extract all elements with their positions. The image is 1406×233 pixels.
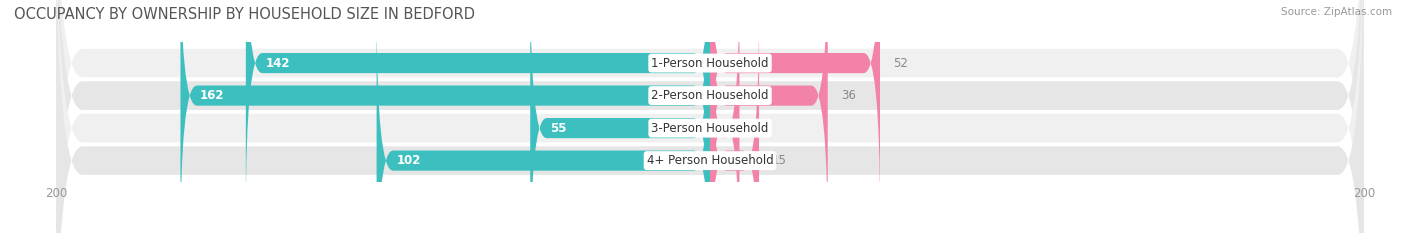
Text: 15: 15 [772,154,787,167]
FancyBboxPatch shape [56,0,1364,233]
Text: Source: ZipAtlas.com: Source: ZipAtlas.com [1281,7,1392,17]
FancyBboxPatch shape [710,8,759,233]
FancyBboxPatch shape [180,0,710,233]
Text: 1-Person Household: 1-Person Household [651,57,769,70]
FancyBboxPatch shape [56,0,1364,233]
Text: 55: 55 [550,122,567,135]
Text: 142: 142 [266,57,290,70]
Text: 3-Person Household: 3-Person Household [651,122,769,135]
FancyBboxPatch shape [530,0,710,233]
Text: 102: 102 [396,154,420,167]
FancyBboxPatch shape [377,8,710,233]
FancyBboxPatch shape [246,0,710,216]
FancyBboxPatch shape [710,0,828,233]
FancyBboxPatch shape [710,0,880,216]
Text: OCCUPANCY BY OWNERSHIP BY HOUSEHOLD SIZE IN BEDFORD: OCCUPANCY BY OWNERSHIP BY HOUSEHOLD SIZE… [14,7,475,22]
FancyBboxPatch shape [56,0,1364,233]
Text: 162: 162 [200,89,225,102]
FancyBboxPatch shape [710,0,740,233]
Text: 2-Person Household: 2-Person Household [651,89,769,102]
Text: 36: 36 [841,89,856,102]
Text: 4+ Person Household: 4+ Person Household [647,154,773,167]
Text: 52: 52 [893,57,908,70]
Text: 9: 9 [752,122,761,135]
FancyBboxPatch shape [56,0,1364,233]
